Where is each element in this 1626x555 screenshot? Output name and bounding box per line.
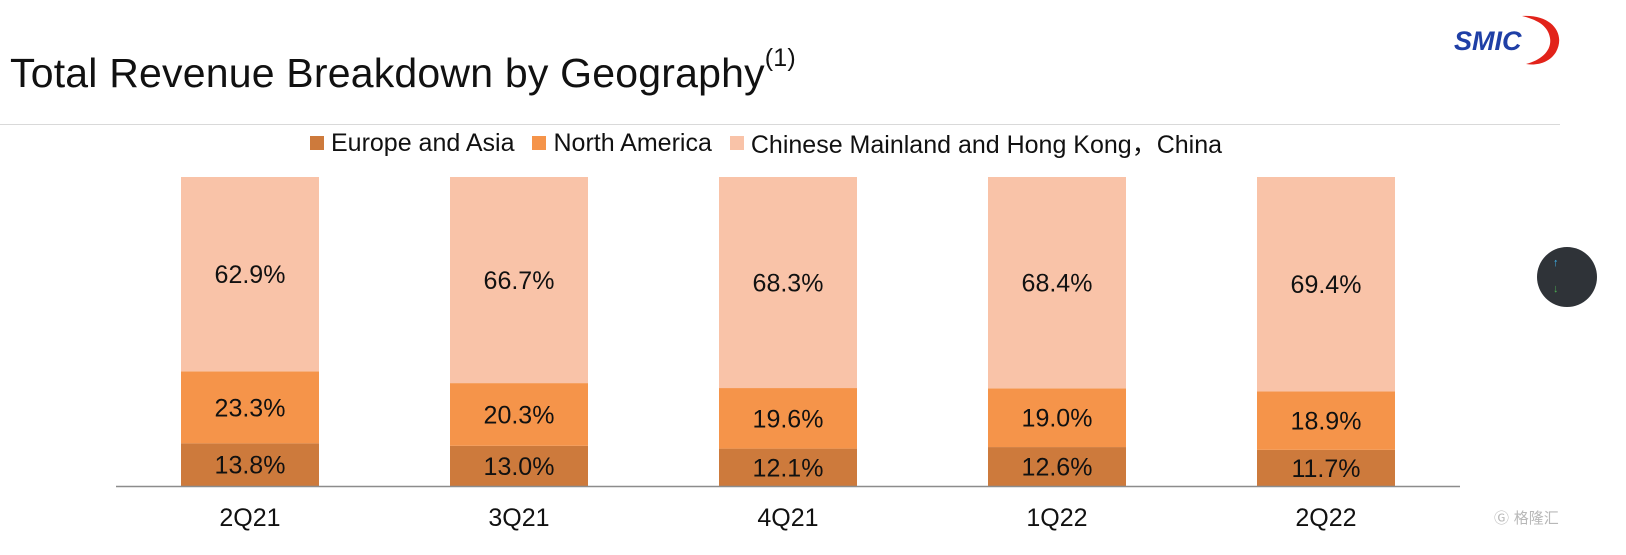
down-arrow-icon: ↓ <box>1553 283 1559 295</box>
bar-segment-china <box>719 177 857 389</box>
title-text: Total Revenue Breakdown by Geography <box>10 50 765 96</box>
bar-segment-north-america <box>719 388 857 449</box>
watermark-text: 格隆汇 <box>1513 509 1559 527</box>
bar-segment-north-america <box>450 383 588 446</box>
logo-text: SMIC <box>1454 26 1522 56</box>
title-divider <box>0 124 1560 125</box>
data-label-china: 62.9% <box>215 261 286 289</box>
data-label-north-america: 18.9% <box>1291 408 1362 436</box>
x-tick-label: 4Q21 <box>757 504 818 532</box>
legend-swatch-north-america <box>532 136 547 150</box>
legend-item-europe-asia: Europe and Asia <box>310 129 514 158</box>
bar-segment-china <box>450 177 588 384</box>
data-label-europe-asia: 13.8% <box>215 452 286 480</box>
bar-segment-north-america <box>988 388 1126 448</box>
floating-widget[interactable]: ↑ ↓ <box>1537 247 1597 307</box>
data-label-europe-asia: 12.6% <box>1022 454 1093 482</box>
data-label-north-america: 23.3% <box>215 394 286 422</box>
legend-item-china: Chinese Mainland and Hong Kong，China <box>729 125 1223 161</box>
bar-segment-europe-asia <box>719 448 857 486</box>
bar-segment-north-america <box>1257 391 1395 450</box>
data-label-north-america: 19.6% <box>753 405 824 433</box>
data-label-europe-asia: 11.7% <box>1291 455 1360 483</box>
watermark-icon: Ⓖ <box>1494 509 1510 527</box>
bar-segment-europe-asia <box>450 445 588 486</box>
smic-logo: SMIC <box>1454 15 1560 65</box>
bar-segment-europe-asia <box>988 447 1126 486</box>
data-label-north-america: 20.3% <box>484 401 555 429</box>
data-label-china: 68.4% <box>1022 270 1093 298</box>
data-label-china: 69.4% <box>1291 271 1362 299</box>
legend-label-north-america: North America <box>553 128 712 157</box>
bar-segment-europe-asia <box>181 443 319 486</box>
legend-swatch-china <box>729 136 744 150</box>
legend-label-china: Chinese Mainland and Hong Kong，China <box>750 131 1223 159</box>
bar-segment-europe-asia <box>1257 449 1395 486</box>
bar-segment-china <box>181 177 319 372</box>
data-label-europe-asia: 13.0% <box>484 453 555 481</box>
legend-label-europe-asia: Europe and Asia <box>331 128 515 157</box>
x-tick-label: 2Q22 <box>1295 504 1356 532</box>
watermark: Ⓖ 格隆汇 <box>1494 507 1564 531</box>
x-tick-label: 2Q21 <box>219 504 280 532</box>
chart-legend: Europe and Asia North America Chinese Ma… <box>310 126 1222 160</box>
logo-swoosh-icon <box>1522 15 1560 65</box>
x-tick-label: 1Q22 <box>1026 504 1087 532</box>
bar-segment-china <box>988 177 1126 389</box>
data-label-china: 66.7% <box>484 267 555 295</box>
bar-segment-north-america <box>181 371 319 444</box>
legend-swatch-europe-asia <box>310 136 324 150</box>
legend-item-north-america: North America <box>532 128 712 158</box>
data-label-china: 68.3% <box>753 270 824 298</box>
up-arrow-icon: ↑ <box>1553 257 1559 269</box>
data-label-europe-asia: 12.1% <box>753 454 824 482</box>
page-title: Total Revenue Breakdown by Geography(1) <box>10 44 796 97</box>
bar-segment-china <box>1257 177 1395 392</box>
data-label-north-america: 19.0% <box>1022 405 1093 433</box>
x-tick-label: 3Q21 <box>488 504 549 532</box>
title-footnote: (1) <box>764 44 796 72</box>
